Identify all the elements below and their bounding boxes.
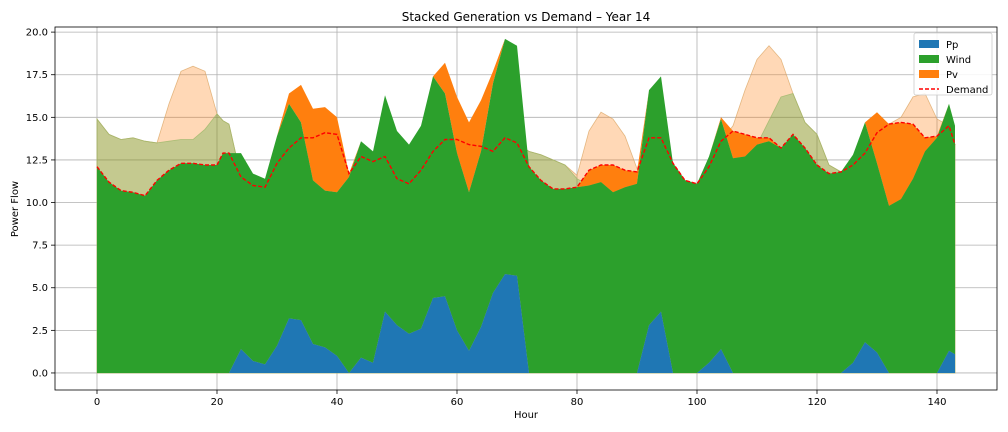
- legend-swatch-pp: [919, 40, 939, 48]
- y-tick-label: 15.0: [26, 113, 48, 124]
- y-tick-label: 5.0: [32, 283, 48, 294]
- plot-frame: [54, 26, 998, 391]
- legend: Pp Wind Pv Demand: [913, 32, 993, 96]
- legend-swatch-wind: [919, 55, 939, 63]
- legend-label-demand: Demand: [946, 85, 988, 96]
- y-tick-label: 7.5: [32, 241, 48, 252]
- legend-swatch-pv: [919, 70, 939, 78]
- y-tick-label: 2.5: [32, 326, 48, 337]
- axes-layer: 0 20 40 60 80 100 120 140 0.0 2.5 5.0 7.5 10.0 12.5 15…: [26, 26, 998, 408]
- legend-label-wind: Wind: [946, 55, 971, 66]
- x-tick-label: 60: [451, 397, 464, 408]
- y-axis-label: Power Flow: [10, 181, 21, 237]
- y-tick-label: 17.5: [26, 70, 48, 81]
- y-tick-label: 0.0: [32, 368, 48, 379]
- x-tick-label: 80: [571, 397, 584, 408]
- pp-area: [97, 274, 955, 373]
- x-axis-label: Hour: [514, 410, 539, 421]
- x-tick-label: 100: [687, 397, 706, 408]
- pv-area: [97, 38, 955, 206]
- y-tick-label: 20.0: [26, 28, 48, 39]
- legend-box: [913, 32, 993, 96]
- x-tick-label: 140: [927, 397, 946, 408]
- x-tick-label: 40: [331, 397, 344, 408]
- demand-line: [96, 121, 956, 197]
- chart-title: Stacked Generation vs Demand – Year 14: [402, 10, 651, 24]
- area-layer: [96, 38, 956, 374]
- x-tick-label: 20: [211, 397, 224, 408]
- legend-label-pp: Pp: [946, 40, 958, 51]
- x-tick-label: 0: [94, 397, 100, 408]
- y-tick-label: 12.5: [26, 155, 48, 166]
- x-tick-label: 120: [807, 397, 826, 408]
- wind-area: [97, 38, 955, 374]
- y-tick-label: 10.0: [26, 198, 48, 209]
- legend-label-pv: Pv: [946, 70, 958, 81]
